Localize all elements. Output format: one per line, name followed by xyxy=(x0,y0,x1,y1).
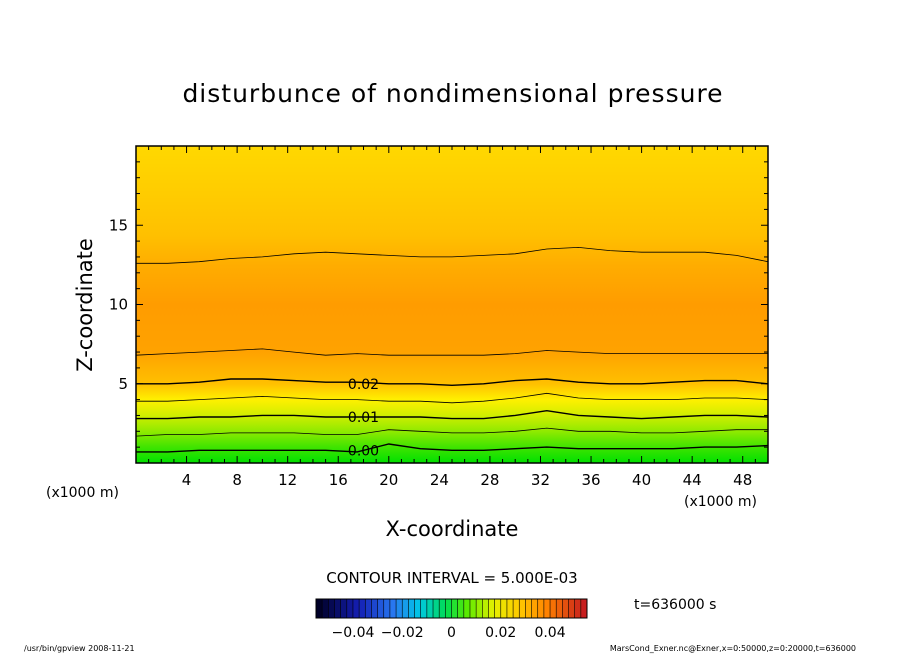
x-axis-ticks: 4 8 12 16 20 24 28 32 36 40 44 48 xyxy=(148,146,756,489)
x-axis-title: X-coordinate xyxy=(386,517,519,541)
colorbar-swatch xyxy=(359,599,366,618)
colorbar-swatch xyxy=(439,599,446,618)
colorbar-swatch xyxy=(531,599,539,618)
x-tick-label: 44 xyxy=(683,471,702,489)
colorbar-swatch xyxy=(519,599,526,618)
colorbar-swatch xyxy=(402,599,409,618)
x-tick-label: 32 xyxy=(531,471,550,489)
colorbar-swatch xyxy=(574,599,582,618)
colorbar-swatch xyxy=(537,599,545,618)
contour-label-2: 0.00 xyxy=(348,443,379,459)
contour-label-0: 0.02 xyxy=(348,377,379,393)
colorbar-swatch xyxy=(482,599,489,618)
colorbar-swatch xyxy=(463,599,471,618)
contour-line-5 xyxy=(136,348,768,356)
colorbar-swatch xyxy=(525,599,532,618)
colorbar-swatch xyxy=(494,599,502,618)
contour-line-2 xyxy=(136,409,768,420)
x-tick-label: 16 xyxy=(329,471,348,489)
contour-line-1 xyxy=(136,427,768,437)
colorbar xyxy=(315,598,588,619)
colorbar-swatch xyxy=(476,599,483,618)
colorbar-frame xyxy=(315,598,588,619)
x-tick-label: 36 xyxy=(581,471,600,489)
contour-label-1: 0.01 xyxy=(348,410,379,426)
contour-labels: 0.02 0.01 0.00 xyxy=(348,377,379,460)
colorbar-swatch xyxy=(580,599,588,618)
time-label: t=636000 s xyxy=(634,597,716,613)
x-tick-label: 40 xyxy=(632,471,651,489)
colorbar-swatch xyxy=(377,599,385,618)
x-unit-label: (x1000 m) xyxy=(684,494,757,510)
colorbar-tick-label: −0.04 xyxy=(332,625,375,641)
plot-field xyxy=(136,146,768,463)
colorbar-swatch xyxy=(414,599,422,618)
colorbar-swatch xyxy=(506,599,514,618)
colorbar-swatch xyxy=(550,599,557,618)
x-tick-label: 20 xyxy=(379,471,398,489)
colorbar-swatch xyxy=(340,599,348,618)
colorbar-swatch xyxy=(334,599,341,618)
colorbar-swatch xyxy=(488,599,495,618)
footer-left: /usr/bin/gpview 2008-11-21 xyxy=(24,644,135,653)
contour-line-6 xyxy=(136,246,768,264)
colorbar-swatch xyxy=(408,599,415,618)
contour-lines xyxy=(136,246,768,453)
colorbar-tick-label: −0.02 xyxy=(381,625,424,641)
x-tick-label: 12 xyxy=(278,471,297,489)
colorbar-swatch xyxy=(445,599,452,618)
contour-line-4 xyxy=(136,378,768,387)
colorbar-tick-label: 0.02 xyxy=(485,625,516,641)
colorbar-swatch xyxy=(457,599,465,618)
colorbar-swatch xyxy=(328,599,335,618)
y-tick-label: 15 xyxy=(109,216,128,234)
x-tick-label: 8 xyxy=(232,471,242,489)
chart-title: disturbunce of nondimensional pressure xyxy=(182,79,723,108)
colorbar-swatch xyxy=(433,599,440,618)
x-tick-label: 48 xyxy=(733,471,752,489)
x-tick-label: 4 xyxy=(182,471,192,489)
colorbar-swatch xyxy=(568,599,575,618)
colorbar-swatch xyxy=(396,599,403,618)
colorbar-swatch xyxy=(389,599,397,618)
colorbar-swatch xyxy=(500,599,508,618)
y-tick-label: 10 xyxy=(109,296,128,314)
colorbar-swatch xyxy=(365,599,372,618)
colorbar-swatch xyxy=(556,599,563,618)
colorbar-swatch xyxy=(420,599,428,618)
x-tick-label: 24 xyxy=(430,471,449,489)
contour-line-3 xyxy=(136,392,768,404)
colorbar-ticks: −0.04 −0.02 0 0.02 0.04 xyxy=(332,625,566,641)
y-tick-label: 5 xyxy=(118,375,128,393)
x-tick-label: 28 xyxy=(480,471,499,489)
y-unit-label: (x1000 m) xyxy=(46,485,119,501)
contour-line-0 xyxy=(136,443,768,453)
contour-interval: CONTOUR INTERVAL = 5.000E-03 xyxy=(326,569,577,587)
colorbar-swatch xyxy=(426,599,434,618)
colorbar-swatch xyxy=(469,599,477,618)
colorbar-swatch xyxy=(513,599,520,618)
colorbar-swatch xyxy=(322,599,329,618)
footer-right: MarsCond_Exner.nc@Exner,x=0:50000,z=0:20… xyxy=(610,644,856,653)
colorbar-tick-label: 0 xyxy=(447,625,456,641)
colorbar-tick-label: 0.04 xyxy=(534,625,565,641)
colorbar-swatch xyxy=(371,599,378,618)
colorbar-swatch xyxy=(562,599,569,618)
colorbar-swatch xyxy=(383,599,391,618)
colorbar-swatch xyxy=(451,599,458,618)
colorbar-swatch xyxy=(316,599,323,618)
y-axis-ticks: 5 10 15 xyxy=(109,161,768,448)
colorbar-swatch xyxy=(346,599,354,618)
colorbar-swatch xyxy=(543,599,551,618)
y-axis-title: Z-coordinate xyxy=(73,238,97,372)
colorbar-swatch xyxy=(352,599,360,618)
